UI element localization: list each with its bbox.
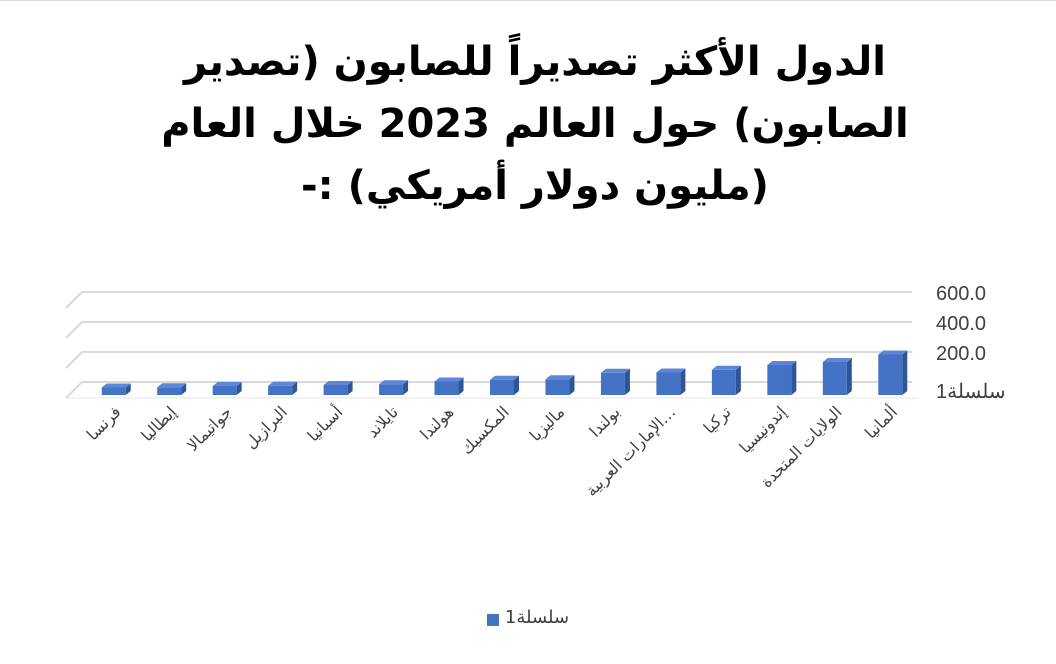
y-tick-label: 400.0 <box>936 313 986 335</box>
bar <box>822 358 852 395</box>
depth-axis-label: سلسلة1 <box>936 381 1006 403</box>
bar-front <box>656 372 681 395</box>
bar-side <box>680 368 686 395</box>
bar-top <box>878 350 908 355</box>
bar <box>545 375 575 395</box>
bar <box>600 368 630 395</box>
bar-front <box>545 379 570 395</box>
bar-side <box>181 383 187 395</box>
bar-side <box>791 361 797 395</box>
x-tick-label: إندونيسيا <box>736 402 791 457</box>
bar-top <box>656 368 686 373</box>
x-tick-label: هولندا <box>416 402 458 444</box>
y-tick-label: 200.0 <box>936 343 986 365</box>
bar <box>656 368 686 395</box>
x-tick-label: بولندا <box>585 402 624 441</box>
x-tick-label: أسبانيا <box>303 402 347 446</box>
x-tick-label: البرازيل <box>241 402 292 453</box>
bar-front <box>490 379 514 395</box>
bar-side <box>735 365 741 395</box>
bar-front <box>822 362 847 395</box>
bar-side <box>624 368 630 395</box>
bar-top <box>212 382 242 386</box>
bar-top <box>600 368 630 373</box>
legend-label: سلسلة1 <box>504 607 570 628</box>
bar-top <box>822 358 852 362</box>
bar-top <box>490 375 519 380</box>
bar <box>268 381 298 395</box>
bar-side <box>458 377 464 395</box>
legend-swatch <box>486 613 499 626</box>
chart-title: الدول الأكثر تصديراً للصابون (تصدير الصا… <box>161 39 909 209</box>
gridline-edge <box>65 351 83 369</box>
bar <box>711 365 741 395</box>
bar-side <box>569 375 575 395</box>
bar-front <box>434 381 459 395</box>
x-axis-labels: فرنسا إيطاليا جواتيمالا البرازيل أسبانيا تايل… <box>83 402 901 501</box>
bar-top <box>157 383 187 388</box>
bar-top <box>545 375 575 380</box>
bar <box>878 350 908 395</box>
x-tick-label: المكسيك <box>457 402 513 458</box>
bar-front <box>600 372 625 395</box>
bar-side <box>514 375 519 395</box>
y-axis-ticks: 600.0 400.0 200.0 سلسلة1 <box>936 283 1006 403</box>
bar-front <box>323 384 348 395</box>
bar-top <box>379 380 409 385</box>
x-tick-label: جواتيمالا <box>183 402 236 455</box>
legend: سلسلة1 <box>0 607 1056 628</box>
bar <box>157 383 187 395</box>
bar-front <box>268 385 293 395</box>
x-tick-label: ألمانيا <box>860 402 901 443</box>
bar-side <box>347 380 353 395</box>
gridline-edge <box>65 291 83 309</box>
x-tick-label: تركيا <box>700 402 736 438</box>
bar-side <box>236 382 242 395</box>
bar-front <box>157 387 182 395</box>
bar-top <box>711 365 741 370</box>
bar-side <box>125 383 131 395</box>
bar-side <box>403 380 409 395</box>
bar-front <box>767 365 792 395</box>
bar-front <box>101 387 126 395</box>
x-tick-label: ماليزيا <box>526 402 569 445</box>
bar-top <box>767 361 797 365</box>
bar-top <box>434 377 464 382</box>
bar-top <box>101 383 131 388</box>
y-tick-label: 600.0 <box>936 283 986 305</box>
bar <box>323 380 353 395</box>
bar-front <box>379 384 404 395</box>
bar-front <box>212 386 237 395</box>
bar <box>101 383 131 395</box>
bar <box>490 375 519 395</box>
x-tick-label: فرنسا <box>83 402 125 444</box>
bar-front <box>878 354 903 395</box>
bar-front <box>711 369 736 395</box>
gridline-edge <box>65 321 83 339</box>
bar <box>767 361 797 395</box>
bar-top <box>268 381 298 386</box>
bar <box>212 382 242 395</box>
x-tick-label: تايلاند <box>363 402 402 441</box>
bar-side <box>846 358 852 395</box>
x-tick-label: إيطاليا <box>137 402 180 445</box>
bar <box>379 380 409 395</box>
bar <box>434 377 464 395</box>
gridline-edge <box>65 381 83 399</box>
bars <box>101 350 908 395</box>
bar-side <box>902 350 908 395</box>
bar-top <box>323 380 353 385</box>
bar-side <box>292 381 298 395</box>
